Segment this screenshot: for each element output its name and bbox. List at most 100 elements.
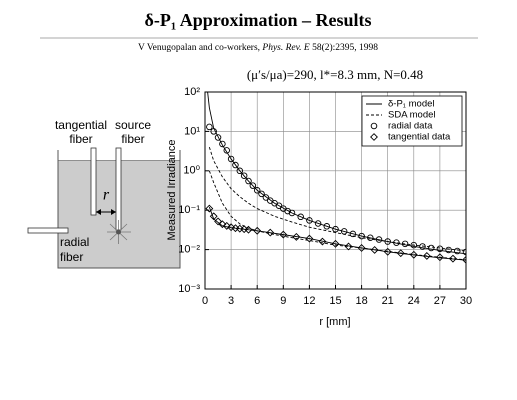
data-point [396,249,405,258]
source-fiber [115,147,122,231]
data-point [210,128,217,135]
data-point [422,252,431,260]
data-point [219,140,226,148]
data-point [288,209,296,217]
x-tick-label: 27 [434,295,446,307]
data-point [236,167,244,175]
model-line [208,206,466,261]
data-point [344,242,353,251]
data-point [222,221,231,230]
chart-title: (μ′s/μa)=290, l*=8.3 mm, N=0.48 [247,67,423,82]
data-point [409,250,418,259]
data-point [410,241,418,249]
data-point [332,225,339,233]
y-tick-label: 10¹ [184,125,200,137]
data-point [331,239,340,248]
source-point [116,229,121,235]
plot-frame [204,91,467,290]
x-tick-label: 24 [408,295,420,307]
x-tick-label: 9 [280,295,286,307]
legend-label: radial data [388,121,433,132]
tangential-fiber [90,147,97,216]
model-line [207,92,466,255]
data-point [262,194,270,201]
x-axis-label: r [mm] [319,316,350,328]
diagram-label: r [103,187,110,204]
x-tick-label: 15 [329,295,341,307]
diagram-label: radial [60,235,89,249]
data-point [305,234,314,243]
data-point [206,123,213,131]
slide-title: δ-P₁ Approximation – Results [145,10,372,30]
data-point [214,217,222,226]
legend-label: δ-P₁ model [388,99,435,110]
data-point [401,240,409,248]
diagram-label: tangential [55,118,107,132]
x-tick-label: 3 [228,295,234,307]
data-point [205,204,214,213]
legend-label: SDA model [388,110,436,121]
data-point [419,243,426,250]
arrow-heads [96,209,116,215]
y-axis-label: Measured Irradiance [166,140,178,241]
legend-label: tangential data [388,132,451,143]
y-tick-label: 10⁻¹ [178,204,200,216]
data-point [384,238,391,245]
data-point [284,207,291,215]
citation-journal: Phys. Rev. E [261,43,309,53]
data-point [209,212,218,221]
data-point [370,246,379,254]
data-point [314,220,322,227]
data-point [266,228,275,237]
data-point [306,217,313,224]
plot-data [205,92,466,264]
model-line [208,146,466,252]
data-point [232,161,239,169]
model-line [208,170,466,261]
data-point [253,226,262,235]
data-point [279,230,288,239]
data-point [323,223,331,230]
data-point [393,239,400,246]
data-point [462,248,466,256]
data-point [249,182,257,189]
data-point [367,234,374,241]
data-point [318,237,327,246]
data-point [427,244,435,252]
fiber-diagram: tangential fiber source fiber r radial f… [27,118,181,269]
citation: V Venugopalan and co-workers, Phys. Rev.… [138,42,378,53]
x-tick-label: 21 [382,295,394,307]
x-tick-label: 0 [202,295,208,307]
citation-authors: V Venugopalan and co-workers, [138,43,260,53]
data-point [358,232,365,240]
radial-fiber [27,227,69,234]
x-tick-label: 30 [460,295,472,307]
data-point [375,236,383,243]
data-point [253,187,261,194]
y-tick-label: 10⁻³ [178,283,200,295]
diagram-label: fiber [69,132,92,146]
y-tick-label: 10⁻² [178,244,200,256]
data-point [435,253,444,262]
x-tick-label: 6 [254,295,260,307]
diagram-label: fiber [121,132,144,146]
y-tick-label: 10⁰ [183,165,200,177]
data-point [245,177,252,185]
citation-reference: 58(2):2395, 1998 [312,42,378,53]
data-point [370,133,378,141]
data-point [292,232,301,241]
data-point [340,228,348,235]
data-point [297,213,304,221]
data-point [258,190,265,198]
data-point [445,246,452,254]
data-point [275,202,283,209]
data-point [462,255,466,264]
data-point [349,230,357,238]
data-point [449,254,457,263]
data-point [227,223,236,232]
data-point [218,220,227,229]
x-tick-label: 18 [355,295,367,307]
diagram-label: source [115,118,151,132]
data-point [436,245,444,253]
